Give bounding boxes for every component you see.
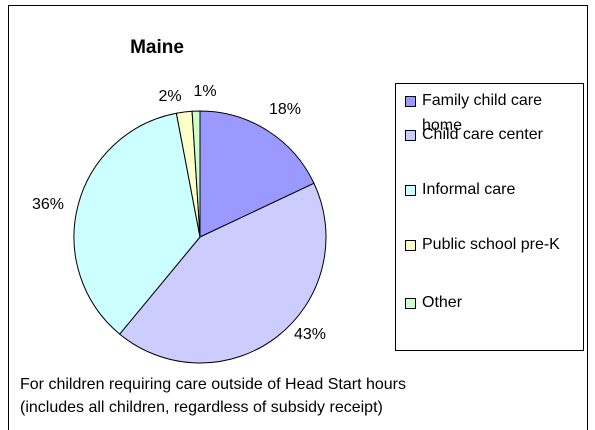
legend-label: Other: [422, 294, 463, 311]
legend-label: Child care center: [422, 126, 543, 143]
legend-swatch: [405, 240, 416, 251]
data-label: 36%: [32, 196, 64, 213]
legend-swatch: [405, 96, 416, 107]
legend-swatch: [405, 298, 416, 309]
legend-swatch: [405, 185, 416, 196]
data-label: 18%: [269, 101, 301, 118]
annotation: For children requiring care outside of H…: [20, 376, 406, 393]
data-label: 43%: [294, 326, 326, 343]
chart-title: Maine: [130, 37, 184, 58]
pie-slice: [73, 112, 201, 335]
data-label: 2%: [158, 88, 181, 105]
pie-slice: [191, 110, 201, 238]
legend-box: [395, 83, 584, 351]
pie-slice: [118, 182, 327, 364]
annotation: (includes all children, regardless of su…: [20, 399, 383, 416]
legend-swatch: [405, 130, 416, 141]
legend-label: Family child care home: [422, 92, 543, 134]
pie-slice: [199, 110, 315, 238]
legend-label: Informal care: [422, 181, 516, 198]
data-label: 1%: [193, 83, 216, 100]
legend-label: Public school pre-K: [422, 236, 560, 253]
